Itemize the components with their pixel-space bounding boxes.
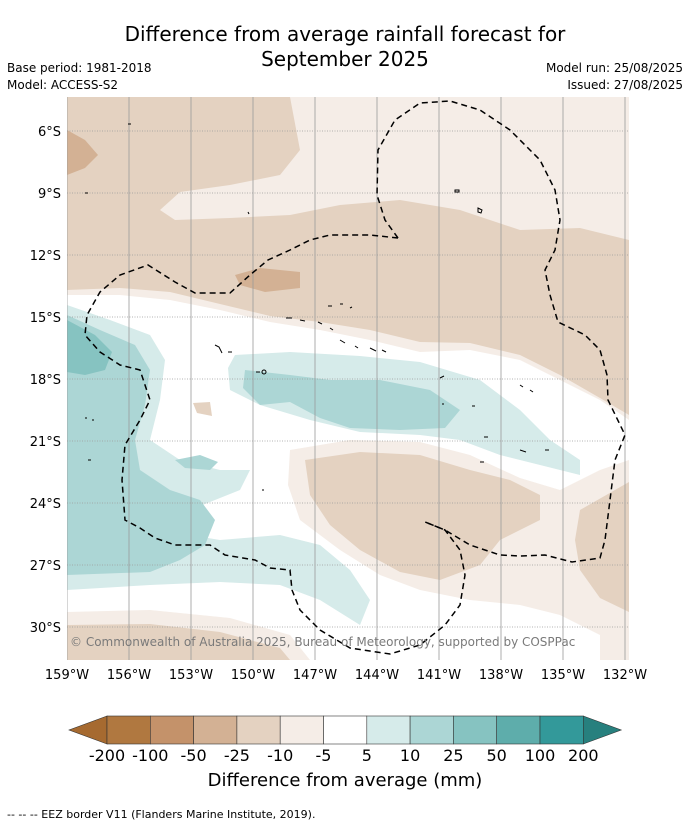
dry-band-north — [67, 97, 629, 415]
colorbar-tick-label: 25 — [443, 746, 464, 765]
colorbar-extend-low — [68, 715, 108, 745]
colorbar-extend-high — [583, 715, 623, 745]
longitude-label: 147°W — [293, 668, 337, 683]
island — [85, 123, 250, 215]
latitude-label: 27°S — [30, 559, 61, 574]
longitude-label: 141°W — [417, 668, 461, 683]
colorbar-tick-label: -50 — [180, 746, 207, 765]
colorbar-tick-label: -10 — [267, 746, 294, 765]
latitude-label: 18°S — [30, 373, 61, 388]
wet-patch-small — [175, 455, 218, 470]
latitude-label: 9°S — [38, 187, 61, 202]
island — [339, 339, 387, 353]
left-metadata: Base period: 1981-2018 Model: ACCESS-S2 — [7, 60, 152, 94]
colorbar-swatch — [409, 715, 454, 745]
latitude-label: 12°S — [30, 249, 61, 264]
colorbar — [68, 715, 623, 745]
title-line-2: September 2025 — [261, 47, 429, 71]
issued-date: Issued: 27/08/2025 — [567, 78, 683, 92]
longitude-label: 159°W — [45, 668, 89, 683]
dry-patch-small — [193, 402, 212, 416]
longitude-label: 153°W — [169, 668, 213, 683]
island — [477, 207, 483, 214]
dry-patch-west — [67, 130, 98, 175]
latitude-label: 30°S — [30, 621, 61, 636]
latitude-label: 21°S — [30, 435, 61, 450]
dry-band-south — [305, 452, 540, 580]
eez-border-west — [84, 234, 466, 655]
longitude-label: 144°W — [355, 668, 399, 683]
island — [328, 303, 353, 309]
colorbar-tick-label: 5 — [361, 746, 372, 765]
dry-patch-top-right — [360, 97, 629, 190]
longitude-label: 138°W — [479, 668, 523, 683]
longitude-label: 150°W — [231, 668, 275, 683]
copyright-text: © Commonwealth of Australia 2025, Bureau… — [70, 635, 575, 649]
colorbar-tick-label: 200 — [568, 746, 599, 765]
colorbar-swatch — [453, 715, 497, 745]
wet-band-central — [243, 370, 460, 430]
dry-patch-central — [235, 268, 300, 292]
colorbar-swatch — [106, 715, 151, 745]
colorbar-tick-label: 10 — [399, 746, 421, 765]
colorbar-swatch — [236, 715, 281, 745]
latitude-label: 15°S — [30, 311, 61, 326]
colorbar-swatch — [279, 715, 324, 745]
gridlines — [67, 97, 629, 660]
islands — [85, 123, 549, 491]
longitude-labels: 159°W 156°W 153°W 150°W 147°W 144°W 141°W 138°W… — [45, 668, 647, 683]
longitude-label: 135°W — [541, 668, 585, 683]
colorbar-swatch — [496, 715, 541, 745]
colorbar-tick-label: -200 — [88, 746, 126, 765]
colorbar-title: Difference from average (mm) — [207, 770, 483, 791]
model-run-date: Model run: 25/08/2025 — [545, 61, 683, 75]
model-name: Model: ACCESS-S2 — [7, 78, 119, 92]
colorbar-tick-label: -100 — [132, 746, 169, 765]
colorbar-tick-label: -5 — [315, 746, 332, 765]
island — [85, 417, 264, 491]
right-metadata: Model run: 25/08/2025 Issued: 27/08/2025 — [546, 60, 683, 94]
island — [472, 384, 534, 407]
dry-band-southwest — [67, 624, 290, 660]
colorbar-tick-label: 100 — [524, 746, 556, 765]
colorbar-swatch — [323, 715, 368, 745]
latitude-label: 6°S — [38, 125, 61, 140]
chart-title: Difference from average rainfall forecas… — [0, 22, 690, 72]
dry-patch-southeast — [575, 482, 629, 612]
colorbar-swatch — [150, 715, 194, 745]
title-line-1: Difference from average rainfall forecas… — [124, 22, 566, 46]
map-area — [67, 97, 629, 660]
colorbar-tick-label: 50 — [486, 746, 507, 765]
eez-border-north — [376, 100, 626, 563]
colorbar-swatch — [539, 715, 584, 745]
colorbar-swatch — [366, 715, 411, 745]
eez-borders — [84, 100, 626, 655]
latitude-label: 24°S — [30, 497, 61, 512]
longitude-label: 156°W — [107, 668, 151, 683]
island — [286, 317, 334, 331]
latitude-labels: 6°S 9°S 12°S 15°S 18°S 21°S 24°S 27°S 30°S — [30, 125, 61, 636]
island — [439, 375, 445, 405]
longitude-label: 132°W — [603, 668, 647, 683]
colorbar-swatch — [193, 715, 238, 745]
colorbar-tick-label: -25 — [223, 746, 250, 765]
eez-legend-note: -- -- -- EEZ border V11 (Flanders Marine… — [7, 808, 316, 821]
island — [480, 436, 549, 463]
wet-patch-west-core — [67, 320, 112, 375]
base-period: Base period: 1981-2018 — [7, 61, 152, 75]
island — [214, 344, 232, 354]
island — [256, 369, 267, 375]
island — [454, 189, 460, 193]
wet-band-west — [67, 315, 215, 575]
